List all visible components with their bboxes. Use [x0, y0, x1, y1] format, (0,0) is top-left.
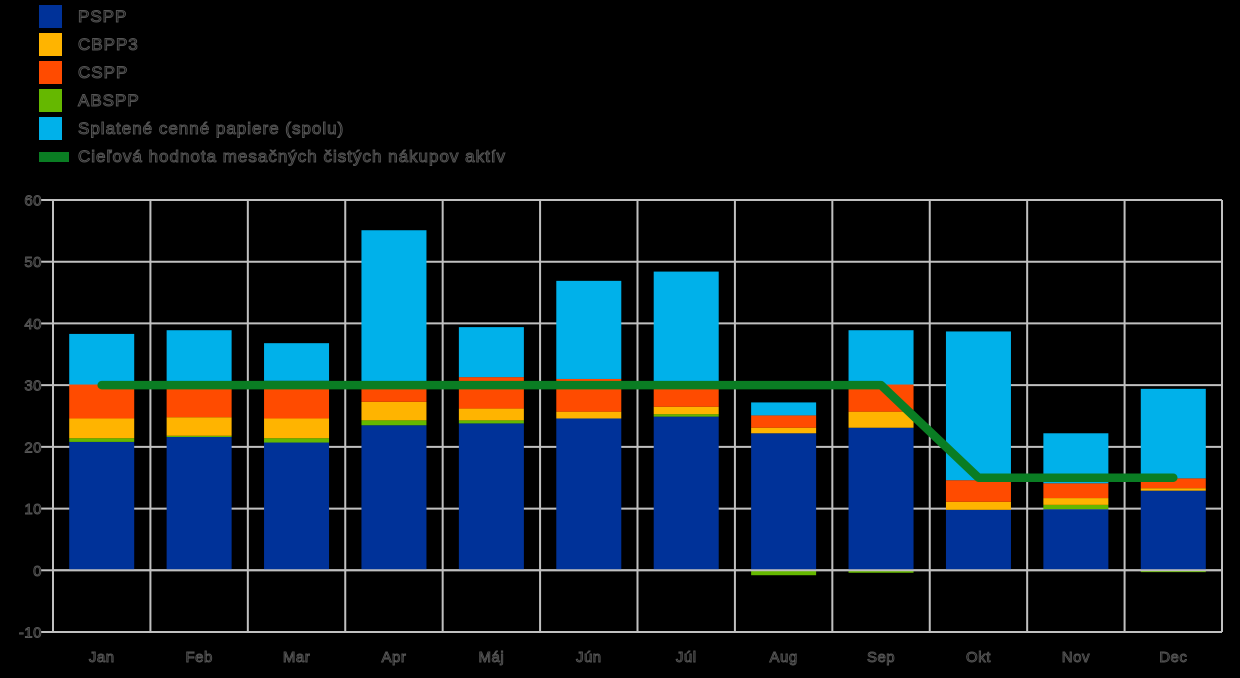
- bar-segment-splaten-cenn-papiere-spolu--feb: [166, 330, 232, 386]
- legend-item-cspp: CSPP: [39, 61, 506, 84]
- bar-segment-abspp-máj: [458, 420, 524, 424]
- x-axis-tick-label: Jún: [576, 649, 602, 666]
- legend-item-cbpp3: CBPP3: [39, 33, 506, 56]
- bar-segment-abspp-júl: [653, 414, 719, 417]
- x-axis-tick-label: Mar: [283, 649, 310, 666]
- legend-item-label: Cieľová hodnota mesačných čistých nákupo…: [77, 146, 507, 166]
- bar-segment-splaten-cenn-papiere-spolu--júl: [653, 271, 719, 386]
- bar-segment-abspp-feb: [166, 435, 232, 437]
- bar-segment-splaten-cenn-papiere-spolu--jan: [69, 333, 135, 385]
- y-axis-tick-label: 50: [24, 254, 42, 271]
- y-axis-tick-label: 40: [24, 316, 42, 333]
- bar-segment-pspp-mar: [264, 442, 330, 571]
- chart-legend: PSPP CBPP3 CSPP ABSPP Splatené cenné pap…: [0, 0, 506, 173]
- bar-segment-abspp-apr: [361, 420, 427, 426]
- y-axis-tick-label: 0: [33, 563, 42, 580]
- bar-segment-cspp-dec: [1140, 478, 1206, 489]
- legend-item-target-line: Cieľová hodnota mesačných čistých nákupo…: [39, 145, 506, 168]
- bar-segment-splaten-cenn-papiere-spolu--mar: [264, 343, 330, 381]
- legend-swatch-abspp: [39, 89, 62, 112]
- x-axis-tick-label: Dec: [1159, 649, 1187, 666]
- legend-item-label: CSPP: [77, 62, 129, 82]
- bar-segment-abspp-sep: [848, 570, 914, 573]
- legend-item-pspp: PSPP: [39, 5, 506, 28]
- bar-segment-cspp-okt: [945, 480, 1011, 502]
- bar-segment-pspp-dec: [1140, 490, 1206, 571]
- x-axis-tick-label: Sep: [867, 649, 895, 666]
- bar-segment-pspp-máj: [458, 423, 524, 571]
- bar-segment-cspp-júl: [653, 385, 719, 407]
- bar-segment-pspp-jún: [556, 418, 622, 571]
- bar-segment-cbpp3-okt: [945, 501, 1011, 510]
- legend-item-abspp: ABSPP: [39, 89, 506, 112]
- bar-segment-pspp-feb: [166, 436, 232, 571]
- bar-segment-cspp-aug: [751, 415, 817, 428]
- legend-item-label: CBPP3: [78, 34, 139, 54]
- legend-swatch-matured-securities: [39, 117, 62, 140]
- bar-segment-cbpp3-apr: [361, 401, 427, 421]
- x-axis-tick-label: Nov: [1062, 649, 1090, 666]
- bar-segment-abspp-jan: [69, 438, 135, 442]
- x-axis-tick-label: Júl: [676, 649, 697, 666]
- bar-segment-pspp-sep: [848, 427, 914, 571]
- bar-segment-splaten-cenn-papiere-spolu--aug: [751, 402, 817, 416]
- bar-segment-splaten-cenn-papiere-spolu--dec: [1140, 388, 1206, 479]
- bar-segment-pspp-jan: [69, 441, 135, 571]
- bar-segment-cbpp3-mar: [264, 418, 330, 439]
- bar-segment-pspp-nov: [1043, 509, 1109, 571]
- bar-segment-cbpp3-jún: [556, 411, 622, 419]
- legend-item-label: PSPP: [77, 6, 128, 26]
- bar-segment-cbpp3-aug: [751, 427, 817, 434]
- legend-item-label: ABSPP: [78, 90, 140, 110]
- bar-segment-cbpp3-jan: [69, 418, 135, 439]
- target-line: [97, 380, 1178, 482]
- y-axis-tick-label: 20: [24, 439, 42, 456]
- legend-swatch-pspp: [39, 5, 62, 28]
- legend-swatch-cbpp3: [39, 33, 62, 56]
- bar-segment-pspp-júl: [653, 416, 719, 571]
- y-axis-tick-label: 30: [24, 378, 42, 395]
- legend-swatch-target-line: [39, 151, 69, 162]
- bar-segment-splaten-cenn-papiere-spolu--jún: [556, 280, 622, 379]
- legend-item-label: Splatené cenné papiere (spolu): [77, 118, 345, 138]
- bar-segment-cspp-nov: [1043, 483, 1109, 499]
- bar-segment-pspp-okt: [945, 509, 1011, 571]
- bar-segment-abspp-nov: [1043, 504, 1109, 510]
- x-axis-tick-label: Feb: [185, 649, 212, 666]
- x-axis-tick-label: Apr: [382, 649, 407, 666]
- bar-segment-cbpp3-sep: [848, 411, 914, 428]
- y-axis-tick-label: 10: [24, 501, 42, 518]
- bar-segment-pspp-aug: [751, 433, 817, 571]
- bar-segment-abspp-aug: [751, 570, 817, 576]
- bar-segment-cspp-feb: [166, 385, 232, 418]
- bar-segment-splaten-cenn-papiere-spolu--apr: [361, 230, 427, 384]
- bar-segment-cspp-jan: [69, 384, 135, 419]
- bar-segment-cbpp3-dec: [1140, 488, 1206, 491]
- bar-segment-pspp-apr: [361, 425, 427, 571]
- x-axis-tick-label: Máj: [479, 649, 505, 666]
- bar-segment-cbpp3-nov: [1043, 498, 1109, 505]
- y-axis-tick-label: 60: [24, 193, 42, 210]
- bar-segment-splaten-cenn-papiere-spolu--máj: [458, 327, 524, 378]
- bar-segment-cbpp3-júl: [653, 406, 719, 415]
- bar-segment-abspp-mar: [264, 438, 330, 443]
- bar-segment-splaten-cenn-papiere-spolu--sep: [848, 330, 914, 385]
- legend-item-matured-securities: Splatené cenné papiere (spolu): [39, 117, 506, 140]
- x-axis-tick-label: Aug: [770, 649, 798, 666]
- bar-segment-cbpp3-máj: [458, 408, 524, 421]
- legend-swatch-cspp: [39, 61, 62, 84]
- bar-segment-cbpp3-feb: [166, 417, 232, 436]
- x-axis-tick-label: Jan: [89, 649, 115, 666]
- x-axis-tick-label: Okt: [966, 649, 991, 666]
- y-axis-tick-label: -10: [19, 625, 42, 642]
